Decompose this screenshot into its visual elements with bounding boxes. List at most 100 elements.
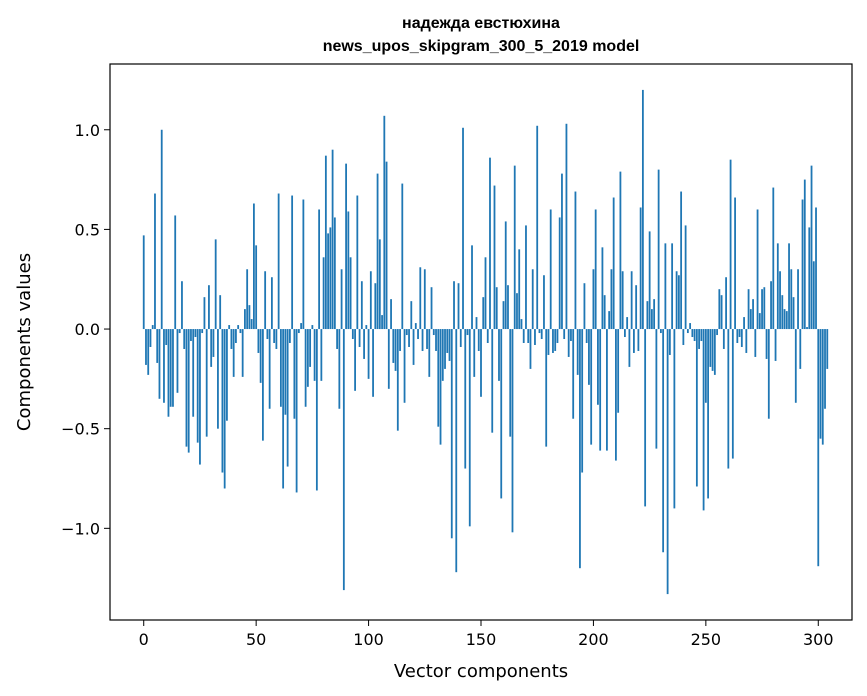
x-axis-ticks: 0 50 100 150 200 250 300: [139, 620, 834, 649]
bar: [689, 323, 692, 330]
bar: [633, 329, 635, 353]
bar: [543, 275, 545, 330]
bar: [464, 329, 467, 469]
bar: [668, 329, 671, 355]
bar: [493, 185, 496, 330]
bar: [185, 329, 188, 447]
bar: [477, 329, 480, 351]
bar: [369, 271, 372, 330]
bar: [259, 329, 262, 383]
bar: [630, 271, 633, 330]
bar: [226, 329, 228, 421]
bar: [214, 239, 217, 330]
bar: [448, 329, 451, 361]
bar: [459, 329, 462, 347]
bar: [536, 125, 539, 330]
bar: [610, 269, 613, 330]
bar: [745, 329, 748, 353]
bar: [423, 269, 426, 330]
bar: [761, 289, 763, 330]
bar: [547, 329, 550, 355]
bar: [208, 285, 210, 330]
bar: [345, 163, 347, 330]
bar: [502, 301, 505, 330]
bar: [183, 329, 186, 349]
bar: [680, 191, 683, 330]
bar: [758, 313, 761, 330]
bar: [594, 209, 597, 330]
bar: [756, 209, 759, 330]
bar: [403, 329, 406, 403]
bar: [253, 203, 255, 330]
bar: [230, 329, 233, 349]
bar: [178, 329, 181, 334]
bar: [147, 329, 150, 375]
bar: [199, 329, 201, 465]
bar: [288, 329, 291, 343]
bar: [684, 225, 687, 330]
bar: [396, 329, 399, 431]
bar: [518, 249, 521, 330]
bar: [270, 277, 273, 330]
bar: [797, 269, 799, 330]
bar: [819, 329, 822, 439]
bar: [262, 329, 264, 441]
bar: [426, 329, 428, 349]
bar: [486, 329, 489, 343]
bar: [779, 271, 781, 330]
bar: [734, 197, 736, 330]
bar: [821, 329, 824, 445]
bar: [313, 329, 316, 381]
bar: [641, 89, 644, 330]
bar: [709, 329, 712, 367]
bar: [700, 329, 703, 342]
bar: [776, 243, 779, 330]
bar: [549, 209, 552, 330]
bar: [408, 329, 410, 347]
bar: [210, 329, 213, 367]
bar: [650, 309, 653, 330]
bar: [336, 329, 338, 349]
bar: [675, 271, 678, 330]
bar: [154, 193, 156, 330]
y-axis-label: Components values: [14, 253, 35, 431]
bar: [203, 297, 206, 330]
bar: [504, 221, 507, 330]
bar: [194, 329, 197, 338]
bar: [774, 329, 777, 361]
bar: [428, 329, 431, 377]
bar: [439, 329, 442, 445]
x-tick-label: 200: [578, 630, 609, 649]
bar: [606, 329, 608, 451]
bar: [468, 329, 471, 527]
bar: [639, 207, 642, 330]
bar: [172, 329, 174, 407]
bar: [583, 283, 586, 330]
bar: [529, 329, 532, 369]
bar: [581, 329, 584, 473]
y-tick-label: −0.5: [61, 420, 100, 439]
bar: [410, 301, 413, 330]
bar: [806, 327, 808, 330]
bar: [648, 231, 651, 330]
bar: [441, 329, 444, 381]
bar: [232, 329, 235, 377]
bar: [302, 199, 305, 330]
bar: [473, 329, 476, 377]
bar: [453, 281, 455, 330]
bar: [628, 329, 631, 367]
bar: [765, 329, 768, 359]
bar: [333, 217, 336, 330]
bar: [781, 295, 784, 330]
bar: [457, 283, 460, 330]
bar: [693, 329, 696, 342]
bar: [471, 245, 473, 330]
bar: [167, 329, 170, 417]
bar: [446, 329, 449, 353]
bar: [244, 309, 246, 330]
bar: [664, 243, 667, 330]
bar: [165, 329, 168, 345]
bar: [311, 325, 314, 330]
bar: [419, 267, 422, 330]
bar: [799, 329, 802, 369]
